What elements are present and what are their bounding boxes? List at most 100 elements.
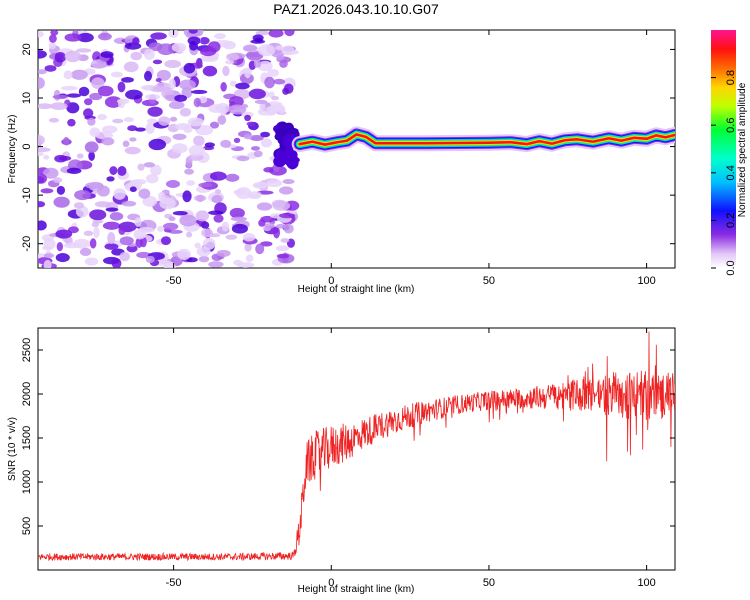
y-tick-label: 10 (21, 92, 33, 104)
spectrogram-noise-blob (143, 48, 155, 60)
y-tick-label: -10 (21, 187, 33, 203)
spectrogram-noise-blob (174, 94, 187, 102)
spectrogram-noise-blob (193, 195, 207, 202)
spectrogram-noise-blob (208, 261, 224, 268)
spectrogram-noise-blob (123, 61, 139, 73)
spectrogram-noise-blob (38, 173, 47, 184)
spectrogram-noise-blob (89, 238, 97, 249)
spectrogram-noise-blob (156, 69, 171, 81)
spectrogram-noise-blob (127, 125, 138, 132)
spectrogram-noise-blob (282, 179, 295, 185)
snr-series-line (38, 331, 675, 562)
spectrogram-noise-blob (171, 42, 187, 53)
spectrogram-noise-blob (137, 163, 145, 171)
spectrogram-noise-blob (275, 223, 286, 229)
spectrogram-noise-blob (229, 207, 245, 219)
spectrogram-noise-blob (271, 95, 280, 101)
spectrogram-noise-blob (228, 96, 244, 107)
spectrogram-noise-blob (257, 44, 276, 57)
spectrogram-noise-blob (84, 98, 93, 106)
snr-frame (37, 327, 676, 571)
spectrogram-noise-blob (255, 243, 265, 255)
spectrogram-noise-blob (110, 71, 123, 78)
spectrogram-noise-blob (169, 116, 178, 122)
spectrogram-noise-blob (245, 254, 254, 263)
spectrogram-noise-blob (187, 117, 204, 127)
x-tick-label: 0 (328, 577, 334, 589)
spectrogram-x-axis: -50 0 50 100 (166, 30, 656, 287)
spectrogram-noise-blob (144, 70, 153, 82)
spectrogram-noise-blob (70, 69, 88, 80)
spectrogram-noise-blob (168, 78, 176, 90)
y-tick-label: 2500 (21, 338, 33, 362)
spectrogram-noise-blob (43, 253, 55, 259)
spectrogram-noise-blob (209, 121, 220, 129)
spectrogram-noise-blob (196, 246, 211, 257)
colorbar-tick-label: 0.6 (725, 118, 737, 133)
spectrogram-noise-blob (150, 164, 162, 176)
spectrogram-noise-blob (146, 118, 158, 124)
spectrogram-noise-blob (209, 171, 227, 181)
colorbar-tick-label: 0.2 (725, 213, 737, 228)
snr-x-axis: -50 0 50 100 (166, 328, 656, 589)
spectrogram-noise-blob (273, 78, 286, 85)
spectrogram-noise-blob (66, 167, 82, 174)
spectrogram-noise-blob (59, 155, 72, 161)
spectrogram-noise-blob (233, 137, 241, 143)
spectrogram-noise-blob (133, 229, 147, 240)
spectrogram-noise-blob (214, 33, 226, 40)
spectrogram-noise-blob (121, 77, 134, 83)
spectrogram-noise-blob (130, 51, 143, 61)
spectrogram-noise-blob (101, 137, 115, 146)
spectrogram-noise-blob (186, 180, 195, 186)
spectrogram-noise-blob (162, 222, 179, 231)
spectrogram-noise-blob (179, 107, 191, 117)
spectrogram-noise-blob (253, 59, 262, 68)
spectrogram-noise-blob (229, 80, 237, 87)
spectrogram-noise-blob (183, 125, 193, 134)
spectrogram-noise-blob (88, 151, 95, 161)
spectrogram-noise-blob (89, 209, 107, 221)
spectrogram-noise-blob (235, 82, 250, 90)
spectrogram-noise-blob (172, 211, 188, 216)
spectrogram-noise-blob (132, 37, 140, 45)
spectrogram-noise-blob (63, 70, 73, 80)
spectrogram-noise-blob (165, 94, 176, 100)
spectrogram-noise-blob (241, 111, 254, 118)
spectrogram-noise-blob (255, 30, 270, 36)
spectrogram-noise-blob (179, 79, 196, 90)
spectrogram-noise-blob (134, 127, 146, 132)
spectrogram-noise-blob (98, 32, 112, 41)
spectrogram-noise-blob (249, 135, 264, 142)
spectrogram-noise-blob (121, 200, 137, 207)
spectrogram-noise-blob (64, 50, 82, 63)
spectrogram-noise-blob (190, 89, 208, 95)
spectrogram-noise-blob (125, 89, 143, 100)
spectrogram-noise-blob (254, 99, 268, 104)
spectrogram-noise-blob (112, 118, 124, 124)
spectrogram-noise-blob (104, 243, 119, 250)
spectrogram-noise-blob (91, 77, 105, 89)
spectrogram-noise-blob (76, 153, 84, 159)
colorbar-tick-label: 0.8 (725, 70, 737, 85)
spectrogram-noise-blob (84, 257, 99, 266)
spectrogram-noise-blob (107, 232, 116, 245)
spectrogram-noise-blob (78, 86, 90, 97)
spectrogram-noise-blob (87, 117, 96, 126)
spectrogram-noise-blob (52, 94, 68, 100)
spectrogram-noise-blob (119, 236, 134, 246)
spectrogram-noise-blob (187, 36, 201, 46)
snr-panel: -50 0 50 100 500 1000 1500 2000 2500 Height of … (7, 327, 676, 595)
spectrogram-noise-blob (97, 85, 114, 97)
spectrogram-noise-blob (61, 85, 78, 91)
spectrogram-noise-blob (38, 103, 53, 110)
spectrogram-signal-line (291, 126, 675, 153)
spectrogram-noise-blob (43, 259, 52, 268)
spectrogram-noise-blob (279, 59, 288, 68)
y-tick-label: 500 (21, 517, 33, 535)
spectrogram-noise-blob (118, 225, 126, 235)
spectrogram-noise-blob (164, 59, 182, 69)
spectrogram-noise-blob (135, 237, 143, 248)
spectrogram-noise-blob (264, 76, 275, 89)
spectrogram-noise-blob (217, 115, 227, 125)
